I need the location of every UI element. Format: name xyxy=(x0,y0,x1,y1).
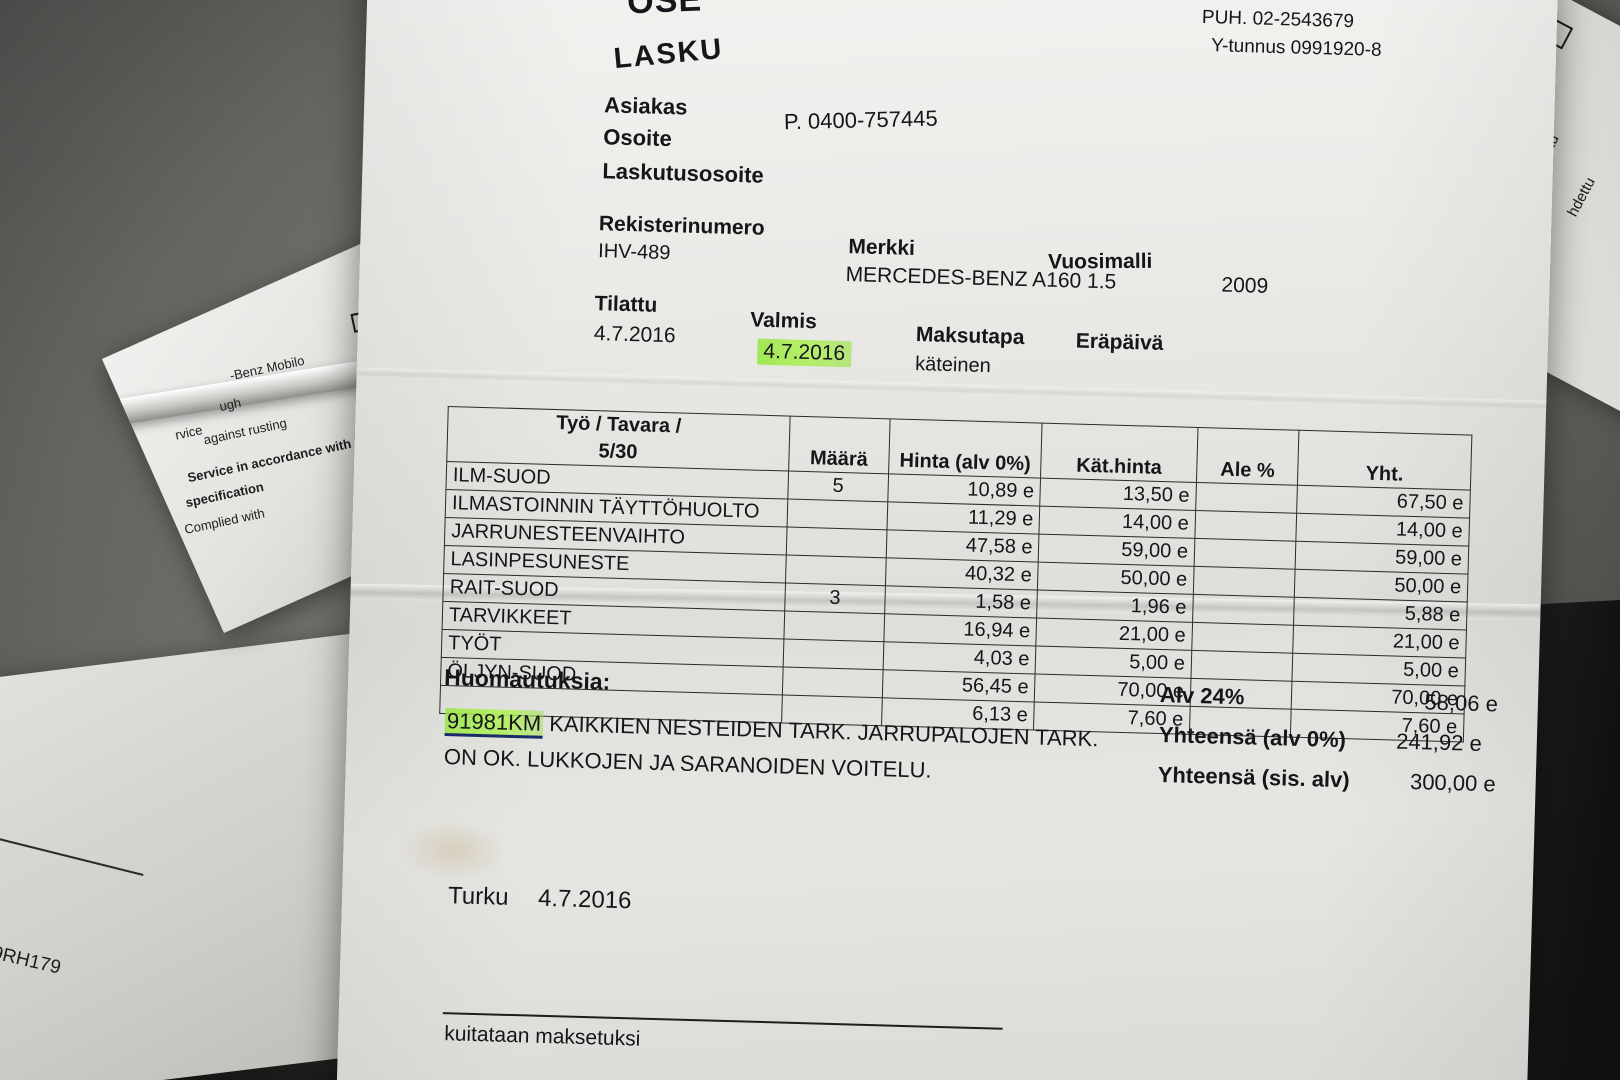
cell-retail-price: 14,00 e xyxy=(1039,506,1196,539)
model-year-value: 2009 xyxy=(1221,273,1269,298)
header-partial-text: OSE xyxy=(626,0,703,22)
ordered-date: 4.7.2016 xyxy=(593,322,676,348)
booklet-line-complied: Complied with xyxy=(182,505,266,537)
payment-method-value: käteinen xyxy=(914,353,992,378)
due-date-label: Eräpäivä xyxy=(1075,329,1164,355)
cell-quantity: 5 xyxy=(787,471,889,502)
ordered-label: Tilattu xyxy=(594,292,658,317)
ready-label: Valmis xyxy=(749,308,818,334)
cell-discount xyxy=(1195,482,1298,514)
footer-place: Turku xyxy=(447,882,509,911)
cell-quantity xyxy=(786,527,888,558)
cell-price: 47,58 e xyxy=(886,529,1040,563)
header-retail-price: Kät.hinta xyxy=(1040,423,1198,483)
booklet-line-ugh: ugh xyxy=(218,394,243,415)
make-label: Merkki xyxy=(848,235,916,260)
cell-quantity xyxy=(783,638,884,670)
invoice-document: OSE LASKU 20540 TURKU PUH. 02-2543679 Y-… xyxy=(335,0,1559,1080)
document-title: LASKU xyxy=(612,32,725,76)
cell-price: 4,03 e xyxy=(883,641,1037,675)
cell-price: 1,58 e xyxy=(884,585,1038,619)
cell-quantity xyxy=(786,499,888,530)
payment-method-label: Maksutapa xyxy=(915,323,1025,350)
signature-caption: kuitataan maksetuksi xyxy=(443,1022,641,1051)
header-total: Yht. xyxy=(1297,430,1472,491)
company-postal-city: 20540 TURKU xyxy=(1195,0,1319,4)
cell-discount xyxy=(1190,650,1294,682)
right-line-hdettu: hdettu xyxy=(1564,174,1599,220)
cell-retail-price: 13,50 e xyxy=(1040,478,1197,511)
cell-price: 10,89 e xyxy=(887,473,1041,507)
notes-line-2: ON OK. LUKKOJEN JA SARANOIDEN VOITELU. xyxy=(443,744,932,783)
cell-retail-price: 50,00 e xyxy=(1037,562,1195,595)
cell-quantity xyxy=(785,555,887,586)
registration-label: Rekisterinumero xyxy=(598,212,765,240)
cell-quantity xyxy=(782,666,884,698)
notes-label: Huomautuksia: xyxy=(443,664,611,695)
cell-retail-price: 59,00 e xyxy=(1038,534,1195,567)
header-price: Hinta (alv 0%) xyxy=(888,418,1043,479)
cell-discount xyxy=(1191,622,1294,654)
cell-quantity xyxy=(783,610,885,642)
table-body: ILM-SUOD 5 10,89 e 13,50 e 67,50 e ILMASTOINN… xyxy=(439,461,1471,742)
cell-retail-price: 5,00 e xyxy=(1035,646,1192,679)
cell-price: 40,32 e xyxy=(885,557,1039,591)
cell-retail-price: 1,96 e xyxy=(1037,590,1194,623)
total-excl-vat-label: Yhteensä (alv 0%) xyxy=(1158,721,1347,753)
cell-price: 11,29 e xyxy=(887,501,1041,535)
cell-discount xyxy=(1194,538,1297,570)
cell-retail-price: 21,00 e xyxy=(1036,618,1193,651)
total-incl-vat-value: 300,00 e xyxy=(1409,769,1497,797)
cell-price: 56,45 e xyxy=(882,669,1036,703)
mileage-highlight: 91981KM xyxy=(444,708,544,739)
cell-discount xyxy=(1194,510,1298,542)
booklet-line-service: rvice xyxy=(173,422,204,443)
customer-phone: P. 0400-757445 xyxy=(783,105,938,135)
cell-price: 16,94 e xyxy=(883,613,1038,647)
cell-discount xyxy=(1193,566,1296,598)
diagonal-rule xyxy=(0,811,144,877)
customer-label: Asiakas xyxy=(603,92,688,120)
vat-label: Alv 24% xyxy=(1159,682,1245,710)
header-quantity: Määrä xyxy=(788,416,891,474)
registration-value: IHV-489 xyxy=(597,240,671,265)
address-label: Osoite xyxy=(603,124,673,152)
company-business-id: Y-tunnus 0991920-8 xyxy=(1210,35,1382,61)
vat-value: 58,06 e xyxy=(1424,689,1499,717)
total-excl-vat-value: 241,92 e xyxy=(1395,728,1483,757)
cell-discount xyxy=(1192,594,1295,626)
booklet-line-rusting: against rusting xyxy=(202,415,289,448)
model-year-label: Vuosimalli xyxy=(1047,249,1153,274)
billing-address-label: Laskutusosoite xyxy=(602,158,765,188)
footer-date: 4.7.2016 xyxy=(537,884,632,915)
company-phone: PUH. 02-2543679 xyxy=(1201,6,1355,33)
ready-date: 4.7.2016 xyxy=(757,338,852,368)
seccode-text: SecCode: 9RH179 xyxy=(0,923,63,979)
cell-quantity: 3 xyxy=(784,582,886,614)
header-discount: Ale % xyxy=(1196,427,1300,486)
total-incl-vat-label: Yhteensä (sis. alv) xyxy=(1157,761,1351,793)
